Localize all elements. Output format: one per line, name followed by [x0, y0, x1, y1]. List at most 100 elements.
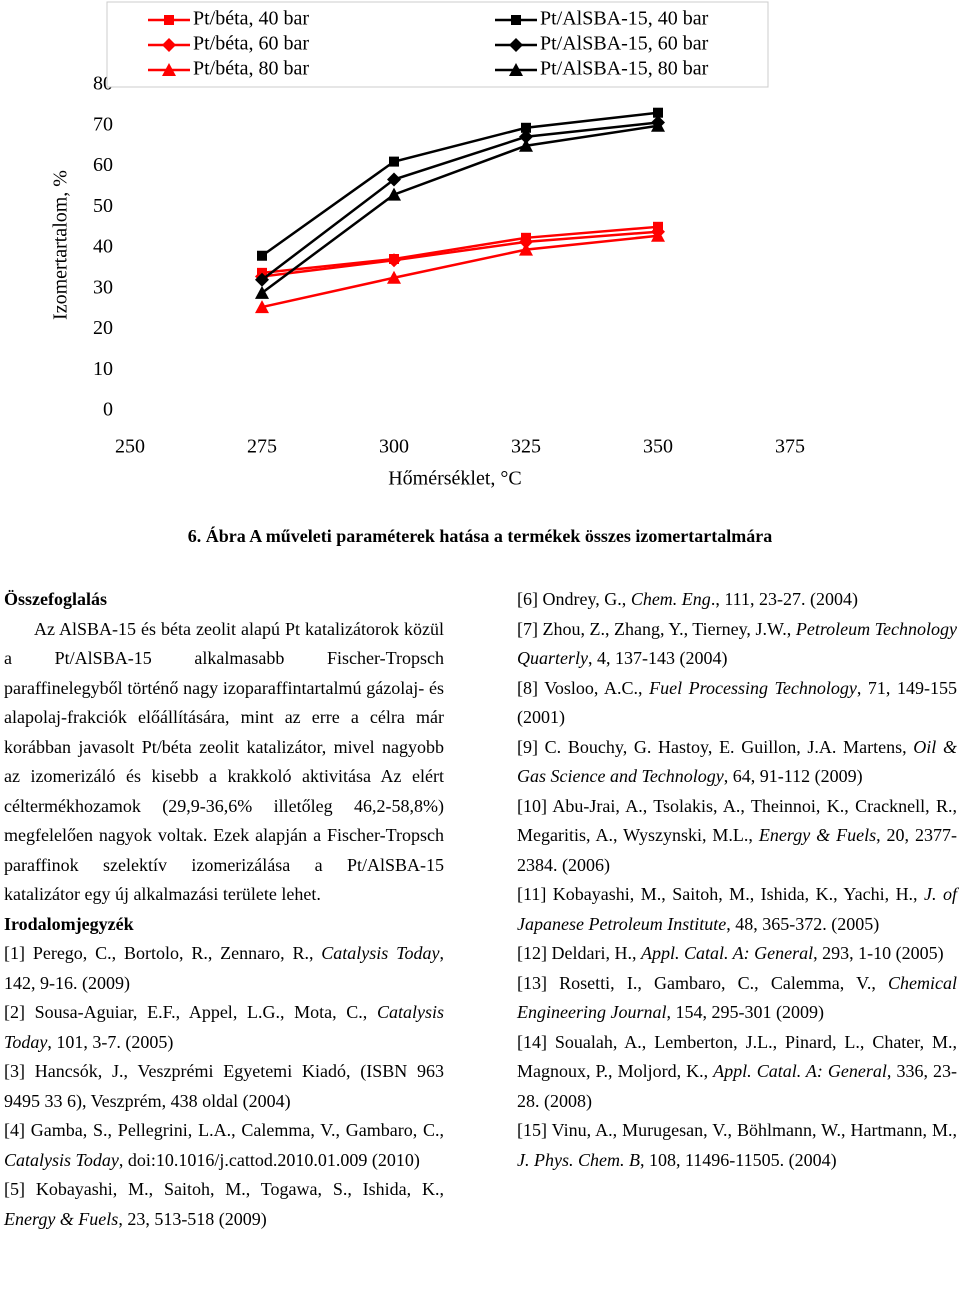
reference: [6] Ondrey, G., Chem. Eng., 111, 23-27. …	[517, 585, 957, 615]
y-tick-label: 40	[93, 236, 113, 258]
reference-text: , 108, 11496-11505. (2004)	[639, 1149, 837, 1170]
series-line	[261, 230, 659, 278]
reference: [13] Rosetti, I., Gambaro, C., Calemma, …	[517, 969, 957, 1028]
reference-text: , 336, 23-28. (2008)	[517, 1061, 957, 1111]
data-point	[651, 118, 665, 132]
reference-text: , 64, 91-112 (2009)	[723, 766, 863, 786]
reference-source: Catalysis Today	[4, 1002, 444, 1052]
data-point	[387, 270, 401, 284]
legend-marker	[509, 63, 523, 76]
y-tick-label: 50	[93, 195, 113, 217]
reference-source: Chem. Eng	[630, 589, 711, 609]
series-line	[261, 111, 659, 257]
reference-text: , 48, 365-372. (2005)	[726, 913, 880, 934]
reference-text: [10] Abu-Jrai, A., Tsolakis, A., Theinno…	[517, 795, 957, 846]
chart: Izomertartalom, % Hőmérséklet, °C 0 10 20 3…	[50, 1, 805, 490]
reference-text: [8] Vosloo, A.C.,	[517, 677, 650, 698]
series-line	[261, 124, 659, 294]
data-point	[255, 272, 269, 287]
reference-source: Oil & Gas Science and Technology	[517, 736, 957, 787]
reference: [4] Gamba, S., Pellegrini, L.A., Calemma…	[4, 1116, 444, 1175]
references-title: Irodalomjegyzék	[4, 913, 134, 934]
data-point	[389, 156, 399, 167]
summary-title: Összefoglalás	[4, 589, 107, 609]
data-point	[387, 187, 401, 201]
reference-text: ., 111, 23-27. (2004)	[710, 589, 858, 609]
legend-label: Pt/AlSBA-15, 40 bar	[540, 8, 709, 30]
series-line	[261, 234, 659, 309]
data-point	[255, 285, 269, 299]
data-point	[519, 138, 533, 152]
reference-text: [15] Vinu, A., Murugesan, V., Böhlmann, …	[517, 1120, 957, 1140]
y-tick-label: 70	[93, 113, 113, 135]
data-point	[387, 172, 401, 187]
x-tick-label: 300	[379, 436, 409, 458]
reference: [12] Deldari, H., Appl. Catal. A: Genera…	[517, 939, 957, 969]
reference: [7] Zhou, Z., Zhang, Y., Tierney, J.W., …	[517, 615, 957, 674]
reference: [2] Sousa-Aguiar, E.F., Appel, L.G., Mot…	[4, 998, 444, 1057]
reference-text: [7] Zhou, Z., Zhang, Y., Tierney, J.W.,	[517, 618, 796, 639]
reference-text: [2] Sousa-Aguiar, E.F., Appel, L.G., Mot…	[4, 1002, 377, 1022]
reference: [9] C. Bouchy, G. Hastoy, E. Guillon, J.…	[517, 733, 957, 792]
x-tick-label: 275	[247, 436, 277, 458]
reference: [5] Kobayashi, M., Saitoh, M., Togawa, S…	[4, 1175, 444, 1234]
reference-text: [1] Perego, C., Bortolo, R., Zennaro, R.…	[4, 943, 322, 963]
data-point	[519, 234, 533, 249]
reference-source: Chemical Engineering Journal	[517, 972, 957, 1023]
reference: [14] Soualah, A., Lemberton, J.L., Pinar…	[517, 1028, 957, 1117]
reference-source: Catalysis Today	[321, 943, 440, 963]
data-point	[521, 122, 531, 133]
left-column: Összefoglalás Az AlSBA-15 és béta zeolit…	[4, 585, 444, 1234]
reference: [15] Vinu, A., Murugesan, V., Böhlmann, …	[517, 1116, 957, 1175]
reference-source: Petroleum Technology Quarterly	[517, 618, 957, 669]
reference-text: , doi:10.1016/j.cattod.2010.01.009 (2010…	[118, 1149, 420, 1170]
reference-text: [12] Deldari, H.,	[517, 943, 641, 963]
x-tick-label: 250	[115, 436, 145, 458]
reference-text: [9] C. Bouchy, G. Hastoy, E. Guillon, J.…	[517, 736, 914, 757]
y-axis-label: Izomertartalom, %	[50, 170, 72, 320]
legend-marker	[164, 15, 174, 25]
reference-text: , 154, 295-301 (2009)	[666, 1002, 824, 1022]
reference-source: J. Phys. Chem. B	[517, 1149, 640, 1170]
reference-text: [5] Kobayashi, M., Saitoh, M., Togawa, S…	[4, 1179, 444, 1199]
right-column: [6] Ondrey, G., Chem. Eng., 111, 23-27. …	[517, 585, 957, 1175]
reference-text: , 293, 1-10 (2005)	[813, 943, 944, 963]
reference-text: , 142, 9-16. (2009)	[4, 943, 444, 993]
reference-text: [11] Kobayashi, M., Saitoh, M., Ishida, …	[517, 884, 925, 904]
legend-label: Pt/AlSBA-15, 80 bar	[540, 58, 709, 80]
legend-marker	[162, 38, 176, 52]
series-line	[261, 225, 659, 275]
legend-label: Pt/béta, 60 bar	[193, 33, 309, 55]
reference-source: J. of Japanese Petroleum Institute	[517, 884, 957, 934]
reference: [10] Abu-Jrai, A., Tsolakis, A., Theinno…	[517, 792, 957, 881]
y-tick-label: 30	[93, 276, 113, 298]
x-tick-label: 325	[511, 436, 541, 458]
reference-text: , 101, 3-7. (2005)	[47, 1031, 174, 1052]
y-tick-label: 20	[93, 317, 113, 339]
data-point	[255, 300, 269, 314]
y-tick-label: 0	[103, 399, 113, 421]
data-point	[651, 228, 665, 242]
reference-text: , 4, 137-143 (2004)	[588, 648, 728, 668]
reference-text: , 23, 513-518 (2009)	[118, 1208, 267, 1229]
figure-caption: 6. Ábra A műveleti paraméterek hatása a …	[187, 526, 773, 546]
reference: [8] Vosloo, A.C., Fuel Processing Techno…	[517, 674, 957, 733]
reference-text: [14] Soualah, A., Lemberton, J.L., Pinar…	[517, 1031, 957, 1082]
legend-marker	[511, 15, 521, 25]
data-point	[519, 129, 533, 144]
data-point	[387, 253, 401, 268]
legend-label: Pt/béta, 40 bar	[193, 8, 309, 30]
y-tick-label: 60	[93, 154, 113, 176]
summary-text: Az AlSBA-15 és béta zeolit alapú Pt kata…	[4, 618, 444, 905]
legend-label: Pt/AlSBA-15, 60 bar	[540, 33, 709, 55]
reference-source: Fuel Processing Technology	[649, 677, 857, 698]
data-point	[653, 107, 663, 118]
reference-text: , 20, 2377-2384. (2006)	[517, 825, 958, 875]
reference-text: , 71, 149-155 (2001)	[517, 677, 957, 728]
reference-source: Energy & Fuels	[758, 825, 877, 845]
reference-source: Appl. Catal. A: General	[640, 943, 814, 963]
data-point	[519, 242, 533, 256]
legend-label: Pt/béta, 80 bar	[193, 58, 309, 80]
reference-source: Appl. Catal. A: General	[713, 1061, 887, 1081]
